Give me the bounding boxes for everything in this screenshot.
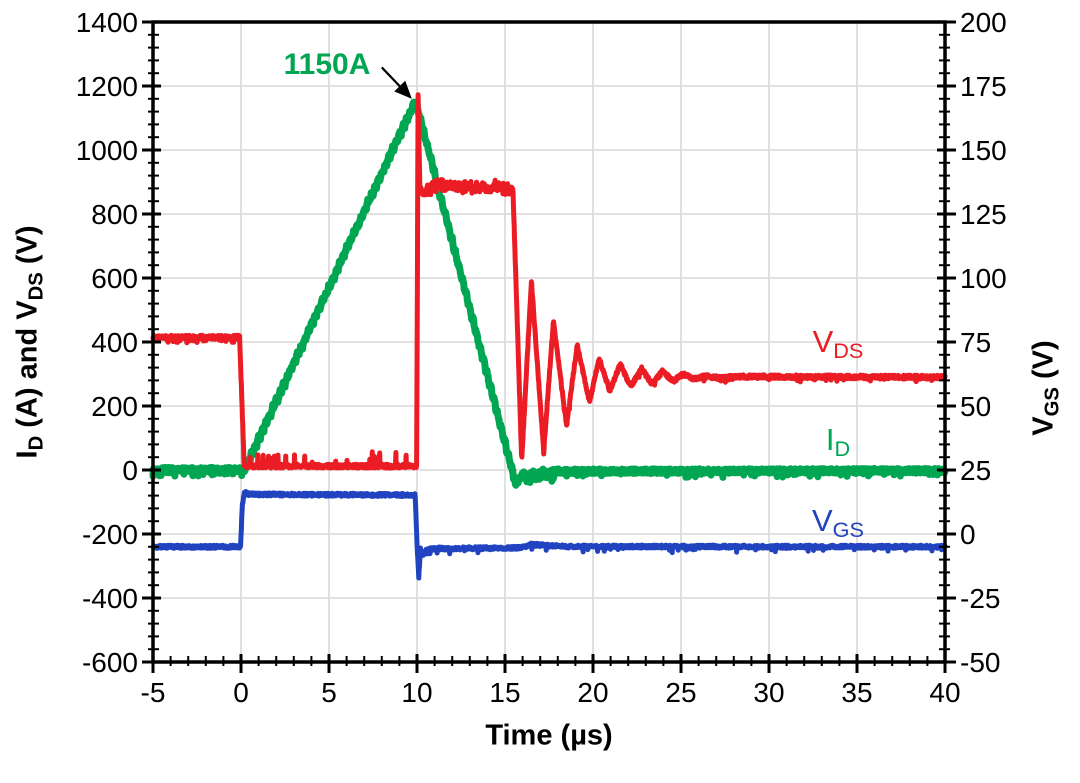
legend-vds-label: VDS [812,323,864,364]
annotation-arrow [381,66,412,99]
tick-label: 25 [960,455,991,486]
tick-label: 1200 [76,71,138,102]
tick-label: 200 [91,391,138,422]
tick-label: 15 [489,677,520,708]
tick-label: 35 [841,677,872,708]
tick-label: 0 [122,455,138,486]
tick-label: 5 [321,677,337,708]
tick-label: 30 [753,677,784,708]
tick-label: 175 [960,71,1007,102]
legend-vgs-label: VGS [811,502,865,543]
tick-label: 200 [960,7,1007,38]
tick-label: 20 [577,677,608,708]
tick-label: 50 [960,391,991,422]
tick-label: 10 [401,677,432,708]
tick-labels: 1400120010008006004002000-200-400-600200… [76,7,1007,708]
right-axis-title: VGS (V) [1027,340,1064,436]
tick-label: 0 [233,677,249,708]
tick-label: -600 [82,647,138,678]
tick-label: -400 [82,583,138,614]
tick-label: 1400 [76,7,138,38]
tick-label: 0 [960,519,976,550]
trace-vds [150,92,948,471]
x-axis-title: Time (µs) [485,719,613,752]
tick-label: 125 [960,199,1007,230]
legend-id-label: ID [825,421,851,462]
trace-id [149,98,949,489]
tick-label: -200 [82,519,138,550]
tick-label: 800 [91,199,138,230]
tick-label: 75 [960,327,991,358]
tick-label: 25 [665,677,696,708]
tick-label: -50 [960,647,1000,678]
tick-label: 100 [960,263,1007,294]
axes [142,20,956,673]
series [149,92,949,581]
tick-label: 40 [929,677,960,708]
tick-label: 1000 [76,135,138,166]
tick-label: 600 [91,263,138,294]
tick-label: -25 [960,583,1000,614]
tick-label: -5 [141,677,166,708]
annotation-arrow-line [381,66,412,99]
tick-label: 150 [960,135,1007,166]
tick-label: 400 [91,327,138,358]
trace-vgs [150,489,948,581]
peak-current-annotation: 1150A [283,48,371,81]
left-axis-title: ID (A) and VDS (V) [11,225,48,459]
